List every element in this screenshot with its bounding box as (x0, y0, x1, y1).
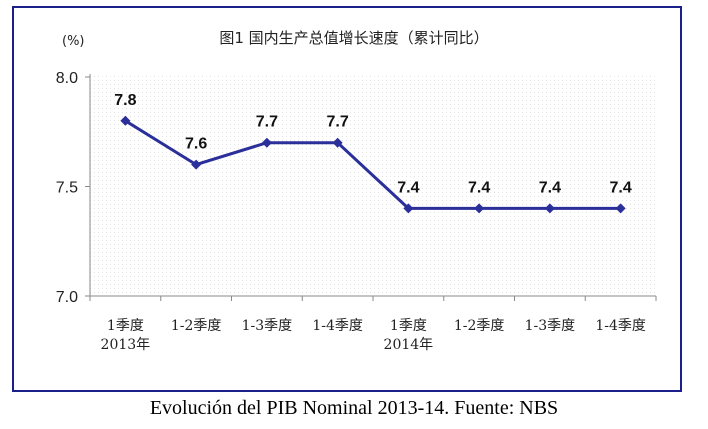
x-tick-label: 1-3季度 (242, 318, 293, 334)
x-tick-label: 1-2季度 (171, 318, 222, 334)
x-tick-label: 1-2季度 (454, 318, 505, 334)
data-point-marker (261, 137, 272, 148)
data-label: 7.4 (610, 179, 632, 196)
y-tick-label: 7.5 (56, 180, 78, 197)
x-year-label: 2014年 (384, 337, 434, 353)
chart-title: 图1 国内生产总值增长速度（累计同比） (219, 29, 488, 47)
data-point-marker (474, 203, 485, 214)
data-label: 7.4 (397, 179, 419, 196)
gdp-growth-line-chart: 图1 国内生产总值增长速度（累计同比） (%) 8.0 7.5 7.0 1季度 1-2季… (56, 29, 657, 353)
data-point-marker (615, 203, 626, 214)
data-label: 7.4 (539, 179, 561, 196)
data-label: 7.7 (256, 114, 278, 131)
data-point-marker (191, 159, 202, 170)
series-line (124, 119, 621, 210)
y-tick-label: 8.0 (56, 70, 78, 87)
data-label: 7.8 (114, 92, 136, 109)
data-point-marker (332, 137, 343, 148)
x-tick-label: 1-4季度 (312, 318, 363, 334)
data-point-marker (544, 203, 555, 214)
data-label: 7.7 (327, 114, 349, 131)
x-tick-label: 1季度 (107, 318, 144, 334)
data-label: 7.4 (468, 179, 490, 196)
x-tick-label: 1-3季度 (525, 318, 576, 334)
figure-caption: Evolución del PIB Nominal 2013-14. Fuent… (149, 397, 559, 419)
x-tick-label: 1季度 (390, 318, 427, 334)
x-tick-label: 1-4季度 (595, 318, 646, 334)
x-year-label: 2013年 (101, 337, 151, 353)
y-axis-unit: (%) (62, 34, 85, 49)
data-label: 7.6 (185, 136, 207, 153)
data-point-marker (120, 115, 131, 126)
plot-area (90, 74, 656, 296)
chart-frame: 图1 国内生产总值增长速度（累计同比） (%) 8.0 7.5 7.0 1季度 1-2季… (12, 6, 682, 392)
y-tick-label: 7.0 (56, 289, 78, 306)
data-point-marker (403, 203, 414, 214)
